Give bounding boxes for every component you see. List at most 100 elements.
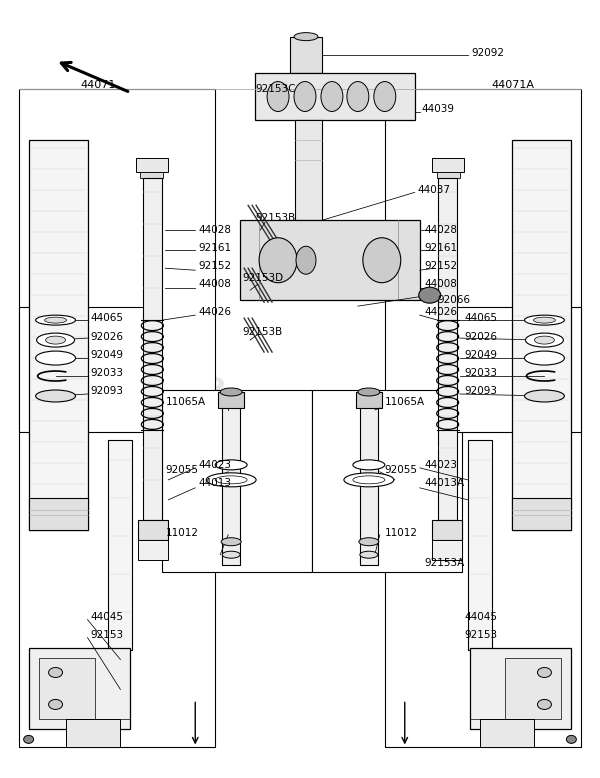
Ellipse shape: [374, 82, 396, 111]
Bar: [437, 178, 457, 520]
Bar: [431, 159, 464, 173]
Bar: [385, 89, 581, 748]
Bar: [222, 400, 240, 565]
Bar: [140, 173, 163, 178]
Ellipse shape: [35, 351, 76, 365]
Text: PartsRepublik: PartsRepublik: [196, 371, 404, 489]
Text: 92049: 92049: [91, 350, 124, 360]
Bar: [139, 540, 169, 559]
Text: 92152: 92152: [198, 261, 232, 272]
Bar: [452, 307, 581, 432]
Ellipse shape: [535, 336, 554, 344]
Text: 92033: 92033: [91, 368, 124, 378]
Ellipse shape: [344, 473, 394, 487]
Ellipse shape: [215, 476, 247, 484]
Ellipse shape: [267, 82, 289, 111]
Bar: [240, 220, 420, 300]
Ellipse shape: [524, 390, 565, 402]
Bar: [512, 141, 571, 530]
Text: 44028: 44028: [198, 226, 231, 235]
Ellipse shape: [533, 317, 556, 323]
Text: 92026: 92026: [91, 332, 124, 342]
Text: 92153C: 92153C: [255, 83, 296, 93]
Ellipse shape: [259, 238, 297, 282]
Text: 92092: 92092: [472, 47, 505, 58]
Text: 44071A: 44071A: [491, 79, 535, 89]
Bar: [163, 390, 312, 572]
Ellipse shape: [359, 538, 379, 545]
Ellipse shape: [526, 333, 563, 347]
Text: 92153A: 92153A: [425, 558, 465, 568]
Text: 92049: 92049: [464, 350, 497, 360]
Text: 92093: 92093: [91, 386, 124, 396]
Ellipse shape: [49, 668, 62, 678]
Text: 92153: 92153: [464, 629, 498, 640]
Text: 92093: 92093: [464, 386, 497, 396]
Text: 44008: 44008: [425, 279, 458, 289]
Text: 92152: 92152: [425, 261, 458, 272]
Text: 92026: 92026: [464, 332, 497, 342]
Bar: [356, 392, 382, 408]
Bar: [467, 440, 491, 650]
Text: 92153D: 92153D: [242, 273, 283, 283]
Ellipse shape: [296, 247, 316, 274]
Text: 11012: 11012: [166, 527, 199, 538]
Text: 44023: 44023: [425, 460, 458, 470]
Text: 44045: 44045: [91, 612, 124, 622]
Bar: [143, 178, 163, 520]
Text: 44065: 44065: [464, 313, 497, 323]
Ellipse shape: [35, 390, 76, 402]
Ellipse shape: [566, 735, 577, 743]
Ellipse shape: [221, 538, 241, 545]
Bar: [29, 498, 88, 530]
Bar: [19, 89, 215, 748]
Bar: [218, 392, 244, 408]
Text: 92153B: 92153B: [255, 213, 295, 223]
Bar: [19, 307, 148, 432]
Ellipse shape: [321, 82, 343, 111]
Ellipse shape: [524, 315, 565, 325]
Bar: [431, 520, 461, 540]
Text: 92055: 92055: [166, 465, 199, 475]
Text: 44026: 44026: [198, 307, 231, 317]
Bar: [65, 720, 121, 748]
Ellipse shape: [294, 82, 316, 111]
Text: 44045: 44045: [464, 612, 497, 622]
Ellipse shape: [44, 317, 67, 323]
Ellipse shape: [353, 460, 385, 470]
Text: 92153: 92153: [91, 629, 124, 640]
Bar: [431, 540, 461, 559]
Text: 44023: 44023: [198, 460, 231, 470]
Bar: [290, 37, 322, 72]
Ellipse shape: [347, 82, 369, 111]
Text: 44013: 44013: [198, 478, 231, 488]
Bar: [29, 647, 130, 730]
Ellipse shape: [220, 388, 242, 396]
Text: 92066: 92066: [437, 295, 470, 305]
Ellipse shape: [538, 668, 551, 678]
Text: 44039: 44039: [422, 103, 455, 114]
Bar: [360, 400, 378, 565]
Ellipse shape: [353, 476, 385, 484]
Bar: [29, 141, 88, 530]
Bar: [109, 440, 133, 650]
Bar: [139, 520, 169, 540]
Text: 44071: 44071: [80, 79, 116, 89]
Ellipse shape: [37, 333, 74, 347]
Text: 44065: 44065: [91, 313, 124, 323]
Bar: [255, 72, 415, 121]
Ellipse shape: [23, 735, 34, 743]
Bar: [505, 657, 562, 720]
Bar: [295, 121, 322, 220]
Text: 44037: 44037: [418, 185, 451, 195]
Text: 11012: 11012: [385, 527, 418, 538]
Bar: [512, 498, 571, 530]
Text: 11065A: 11065A: [166, 397, 205, 407]
Text: 44008: 44008: [198, 279, 231, 289]
Text: 44026: 44026: [425, 307, 458, 317]
Text: 92033: 92033: [464, 368, 497, 378]
Ellipse shape: [419, 287, 440, 303]
Text: 44013A: 44013A: [425, 478, 465, 488]
Ellipse shape: [206, 473, 256, 487]
Ellipse shape: [222, 551, 240, 558]
